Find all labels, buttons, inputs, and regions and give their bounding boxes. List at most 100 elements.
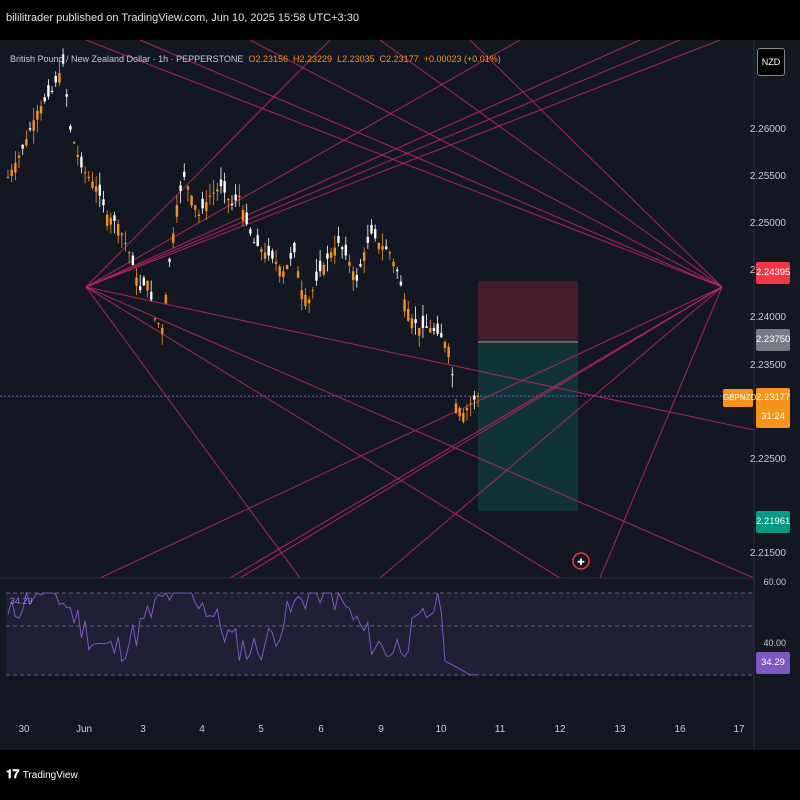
candle-body — [124, 242, 127, 244]
candle-body — [65, 94, 68, 97]
y-tick-label: 2.24000 — [749, 312, 786, 324]
symbol-legend[interactable]: British Pound / New Zealand Dollar · 1h … — [10, 54, 501, 64]
flag-icon[interactable] — [572, 552, 590, 570]
candle-body — [370, 224, 373, 234]
candle-body — [43, 97, 46, 102]
candle-body — [61, 54, 65, 64]
candle-body — [340, 247, 344, 250]
geometric-line — [599, 286, 723, 579]
candle-body — [359, 263, 362, 267]
candle-body — [227, 198, 230, 201]
candle-body — [230, 203, 234, 206]
candle-body — [388, 252, 392, 254]
stop-price-label: 2.24395 — [756, 262, 790, 284]
candle-body — [385, 246, 388, 250]
x-tick-label: 4 — [199, 724, 205, 735]
x-tick-label: Jun — [75, 724, 93, 735]
x-tick-label: 30 — [18, 724, 30, 735]
candle-body — [285, 264, 289, 269]
candle-body — [87, 176, 90, 179]
candle-body — [271, 250, 274, 259]
candle-body — [425, 326, 428, 328]
candle-body — [105, 214, 109, 226]
candle-body — [315, 271, 318, 281]
ohlc-high: H2.23229 — [293, 54, 333, 64]
candle-body — [113, 215, 116, 221]
candle-body — [418, 327, 421, 336]
candle-body — [326, 253, 329, 259]
candle-body — [362, 252, 366, 261]
candle-body — [138, 286, 142, 291]
y-tick-label: 2.25000 — [749, 218, 786, 230]
candle-body — [293, 242, 296, 253]
current-price: 2.23177 — [756, 392, 791, 403]
candle-body — [36, 110, 39, 120]
candle-body — [161, 327, 164, 335]
candle-body — [175, 205, 179, 217]
candle-body — [72, 142, 76, 144]
candle-body — [186, 186, 190, 190]
candle-body — [373, 229, 377, 239]
candle-body — [392, 261, 395, 267]
candle-body — [127, 252, 131, 254]
candle-body — [91, 181, 94, 188]
chart-area[interactable] — [0, 40, 800, 750]
candle-body — [377, 242, 381, 249]
candle-body — [344, 244, 348, 256]
candle-body — [190, 195, 193, 206]
x-tick-label: 13 — [614, 724, 626, 735]
y-tick-label: 2.21500 — [749, 548, 786, 560]
candle-body — [197, 214, 201, 217]
candle-body — [366, 236, 370, 243]
geometric-line — [85, 39, 521, 288]
geometric-line — [469, 39, 723, 288]
entry-price-label: 2.23750 — [756, 329, 790, 351]
candle-body — [318, 260, 322, 272]
candle-body — [414, 319, 417, 324]
geometric-line — [379, 39, 723, 288]
candle-body — [6, 176, 10, 178]
candle-body — [94, 186, 98, 192]
candle-body — [300, 290, 303, 299]
candle-body — [216, 189, 219, 192]
candle-body — [322, 264, 325, 275]
x-tick-label: 5 — [258, 724, 264, 735]
currency-button[interactable]: NZD — [757, 48, 785, 76]
candle-body — [80, 156, 83, 168]
y-tick-label: 2.25500 — [749, 170, 786, 182]
tradingview-logo[interactable]: 𝟏𝟕 TradingView — [6, 767, 78, 781]
candle-body — [473, 395, 476, 400]
candle-body — [462, 412, 465, 422]
candle-body — [98, 184, 101, 196]
publish-text: bililitrader published on TradingView.co… — [6, 12, 359, 24]
publish-bar: bililitrader published on TradingView.co… — [0, 0, 800, 40]
candle-body — [157, 323, 160, 325]
candle-body — [164, 294, 168, 304]
candle-body — [263, 252, 267, 259]
y-tick-label: 2.22500 — [749, 454, 786, 466]
candle-body — [476, 395, 480, 397]
ohlc-change: +0.00023 (+0.01%) — [423, 54, 501, 64]
x-tick-label: 12 — [554, 724, 566, 735]
geometric-line — [85, 39, 331, 288]
candle-body — [289, 252, 292, 259]
x-tick-label: 11 — [494, 724, 506, 735]
geometric-line — [85, 286, 755, 431]
candle-body — [267, 245, 270, 256]
candle-body — [396, 269, 399, 272]
geometric-line — [85, 39, 721, 288]
candle-body — [50, 90, 54, 92]
target-price-label: 2.21961 — [756, 511, 790, 533]
candle-body — [25, 139, 28, 146]
candle-body — [238, 195, 241, 198]
geometric-line — [139, 39, 723, 288]
candle-body — [234, 194, 237, 201]
geometric-line — [85, 286, 561, 579]
candle-body — [76, 154, 79, 157]
candle-body — [58, 73, 61, 83]
symbol-tag: GBPNZD — [723, 389, 756, 407]
geometric-line — [229, 286, 723, 579]
candle-body — [150, 291, 153, 300]
candle-body — [10, 169, 13, 176]
